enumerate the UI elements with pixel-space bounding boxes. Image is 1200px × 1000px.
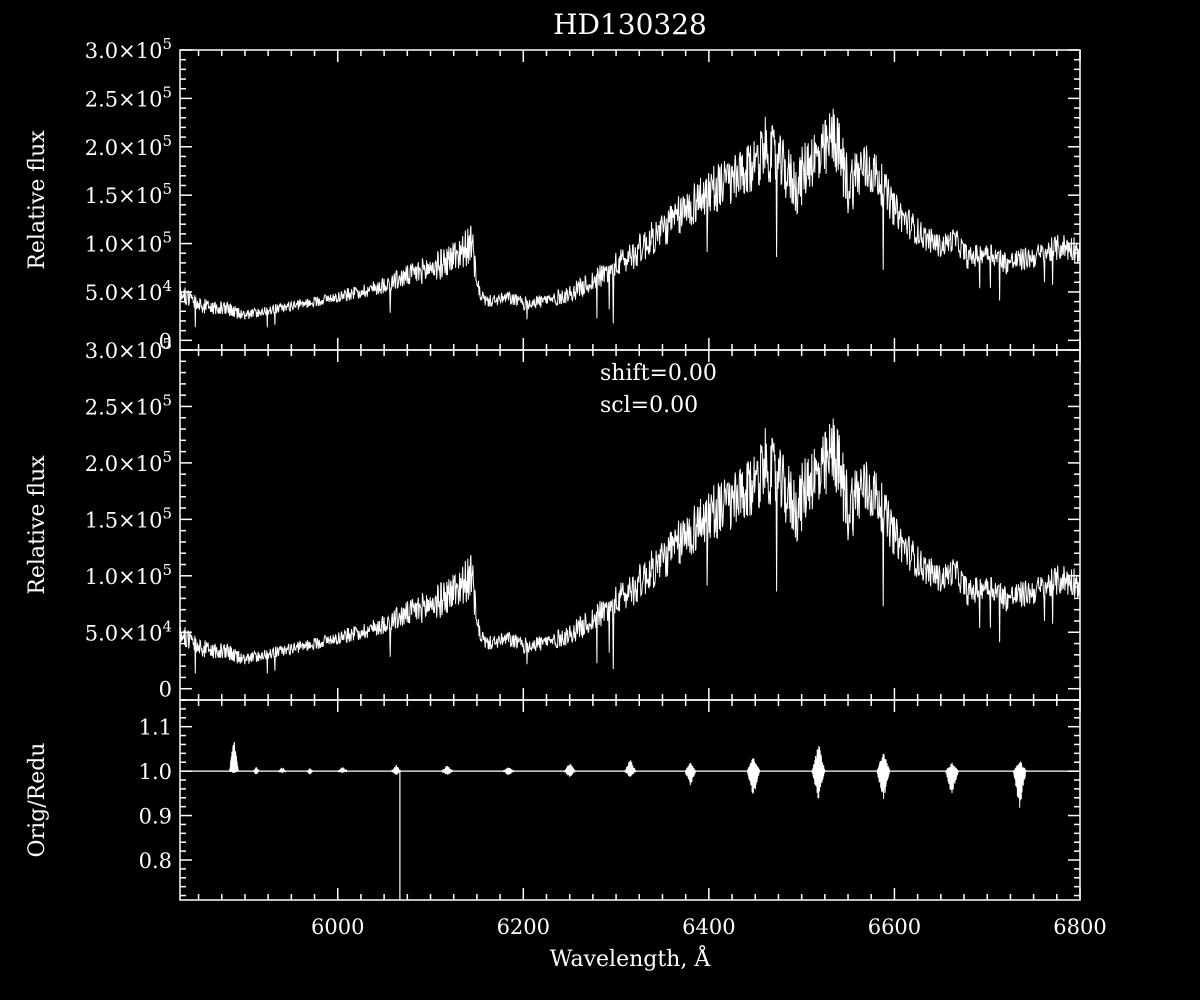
y-tick-label: 5.0×104	[85, 617, 172, 645]
y-tick-label: 0.8	[139, 849, 172, 873]
y-tick-label: 2.0×105	[85, 132, 172, 160]
plot-frame	[179, 699, 1081, 901]
ratio-feature-6	[391, 764, 402, 775]
y-tick-label: 1.0×105	[85, 561, 172, 589]
chart-title: HD130328	[553, 8, 707, 41]
y-tick-label: 2.5×105	[85, 83, 172, 111]
panel-1: 3.0×105 2.5×105 2.0×105 1.5×105 1.0×105 5.0×1…	[25, 35, 1081, 353]
data-layer	[180, 741, 1080, 900]
ratio-feature-11	[684, 762, 697, 786]
ratio-feature-1	[229, 741, 239, 774]
ratio-feature-2	[253, 767, 260, 775]
ratio-feature-16	[1012, 761, 1027, 808]
data-layer	[180, 418, 1080, 674]
y-tick-label: 1.5×105	[85, 504, 172, 532]
y-tick-label: 3.0×105	[85, 335, 172, 363]
x-tick-label: 6800	[1053, 915, 1106, 939]
spectrum-line	[180, 418, 1080, 674]
x-axis-title: Wavelength, Å	[550, 944, 712, 972]
y-axis-title: Relative flux	[25, 455, 50, 595]
panels-group: 3.0×105 2.5×105 2.0×105 1.5×105 1.0×105 5.0×1…	[25, 35, 1107, 972]
y-axis-title: Relative flux	[25, 130, 50, 270]
y-tick-label: 2.0×105	[85, 448, 172, 476]
spectrum-line	[180, 108, 1080, 328]
y-tick-label: 0	[159, 678, 172, 702]
data-layer	[180, 108, 1080, 328]
x-tick-label: 6200	[497, 915, 550, 939]
ratio-feature-10	[624, 760, 637, 777]
ratio-feature-8	[502, 767, 515, 775]
ratio-feature-7	[441, 765, 454, 775]
y-tick-label: 1.5×105	[85, 180, 172, 208]
ratio-feature-9	[563, 763, 576, 777]
y-tick-label: 5.0×104	[85, 277, 172, 305]
panel-2: 3.0×105 2.5×105 2.0×105 1.5×105 1.0×105 5.0×1…	[25, 335, 1081, 702]
ratio-feature-5	[337, 767, 348, 774]
x-tick-label: 6000	[311, 915, 364, 939]
ratio-feature-14	[876, 753, 891, 799]
annotation-2: scl=0.00	[600, 393, 698, 418]
y-tick-label: 1.0×105	[85, 229, 172, 257]
ratio-feature-3	[278, 767, 287, 774]
y-tick-label: 1.1	[139, 716, 172, 740]
y-tick-label: 0	[159, 329, 172, 353]
annotation-1: shift=0.00	[600, 361, 717, 386]
y-tick-label: 1.0	[139, 760, 172, 784]
y-tick-label: 2.5×105	[85, 391, 172, 419]
y-axis-title: Orig/Redu	[25, 743, 50, 858]
x-tick-label: 6400	[682, 915, 735, 939]
ratio-feature-15	[945, 762, 959, 794]
y-tick-label: 3.0×105	[85, 35, 172, 63]
x-tick-label: 6600	[868, 915, 921, 939]
ratio-feature-13	[811, 745, 826, 799]
panel-3: 1.1 1.0 0.9 0.8 Orig/Redu 6000 6200 6400 6600 680…	[25, 699, 1107, 972]
ratio-feature-4	[306, 768, 314, 775]
ratio-feature-12	[746, 758, 761, 794]
y-tick-label: 0.9	[139, 805, 172, 829]
